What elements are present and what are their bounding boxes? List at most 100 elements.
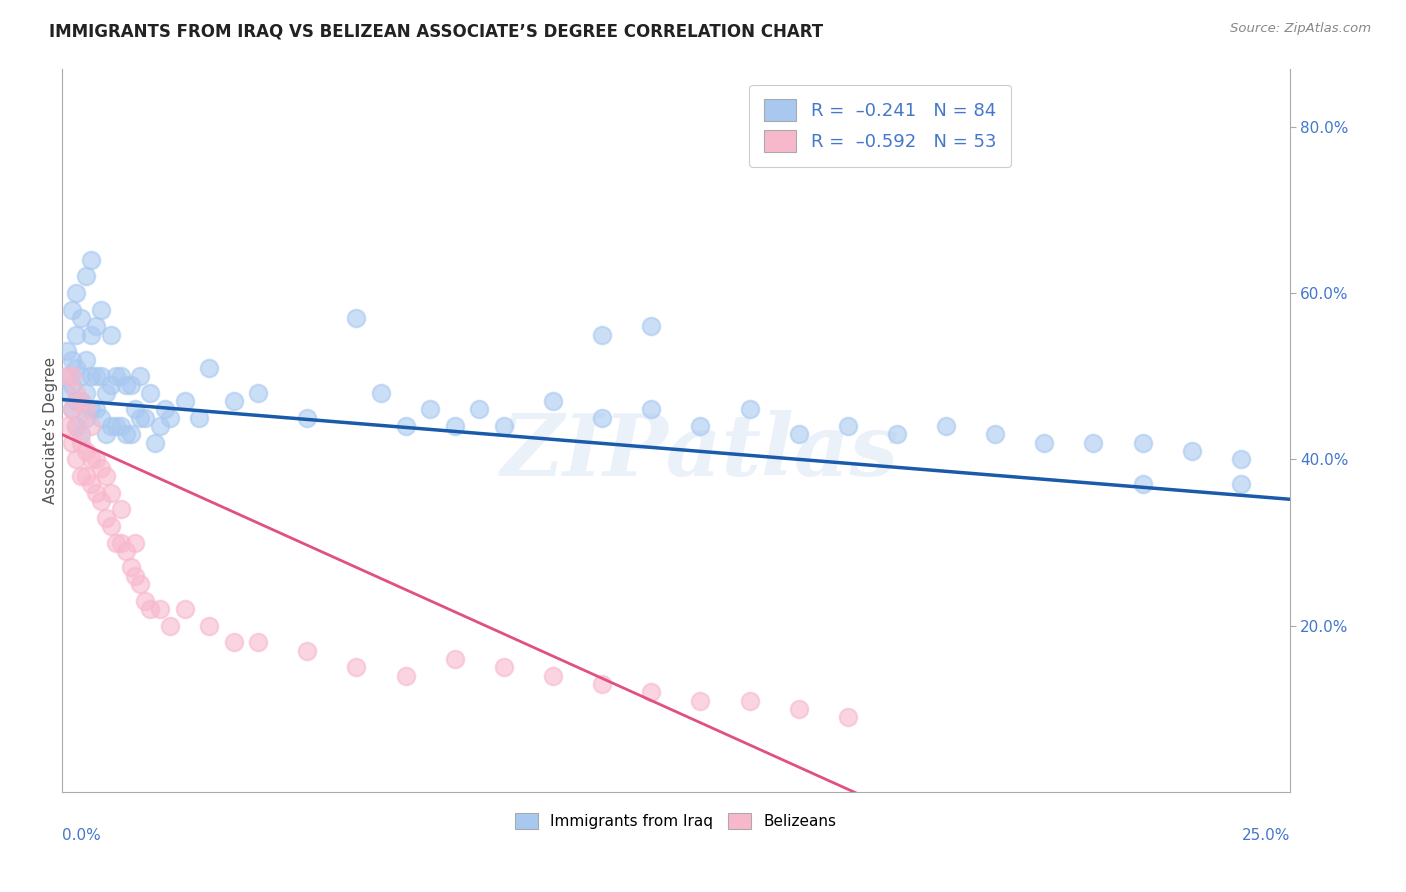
Point — [60, 402, 83, 417]
Point — [84, 485, 107, 500]
Point — [394, 668, 416, 682]
Point — [984, 427, 1007, 442]
Point — [75, 352, 97, 367]
Point — [55, 369, 77, 384]
Point — [419, 402, 441, 417]
Point — [80, 452, 103, 467]
Point — [94, 385, 117, 400]
Point — [129, 410, 152, 425]
Point — [468, 402, 491, 417]
Point — [94, 427, 117, 442]
Point — [1132, 435, 1154, 450]
Point — [346, 660, 368, 674]
Point — [65, 327, 87, 342]
Point — [70, 469, 93, 483]
Point — [75, 444, 97, 458]
Point — [159, 410, 181, 425]
Text: 25.0%: 25.0% — [1241, 828, 1289, 843]
Point — [110, 369, 132, 384]
Point — [60, 435, 83, 450]
Point — [120, 427, 142, 442]
Point — [110, 502, 132, 516]
Point — [84, 452, 107, 467]
Point — [65, 286, 87, 301]
Point — [120, 377, 142, 392]
Point — [837, 710, 859, 724]
Y-axis label: Associate’s Degree: Associate’s Degree — [44, 357, 58, 504]
Point — [60, 369, 83, 384]
Point — [70, 427, 93, 442]
Point — [90, 460, 112, 475]
Point — [90, 302, 112, 317]
Point — [75, 469, 97, 483]
Point — [640, 685, 662, 699]
Point — [738, 402, 761, 417]
Point — [159, 618, 181, 632]
Point — [129, 369, 152, 384]
Point — [591, 410, 613, 425]
Point — [247, 385, 270, 400]
Point — [80, 369, 103, 384]
Point — [837, 419, 859, 434]
Text: ZIPatlas: ZIPatlas — [502, 410, 900, 493]
Point — [75, 410, 97, 425]
Point — [80, 402, 103, 417]
Legend: Immigrants from Iraq, Belizeans: Immigrants from Iraq, Belizeans — [509, 806, 842, 835]
Point — [100, 485, 122, 500]
Point — [153, 402, 176, 417]
Point — [129, 577, 152, 591]
Point — [1132, 477, 1154, 491]
Point — [124, 535, 146, 549]
Point — [787, 702, 810, 716]
Point — [640, 402, 662, 417]
Point — [55, 419, 77, 434]
Point — [84, 319, 107, 334]
Point — [65, 419, 87, 434]
Point — [104, 419, 127, 434]
Point — [70, 394, 93, 409]
Point — [222, 394, 245, 409]
Point — [75, 402, 97, 417]
Point — [100, 419, 122, 434]
Text: IMMIGRANTS FROM IRAQ VS BELIZEAN ASSOCIATE’S DEGREE CORRELATION CHART: IMMIGRANTS FROM IRAQ VS BELIZEAN ASSOCIA… — [49, 22, 824, 40]
Point — [1083, 435, 1105, 450]
Point — [80, 327, 103, 342]
Point — [60, 352, 83, 367]
Point — [738, 693, 761, 707]
Point — [84, 402, 107, 417]
Point — [188, 410, 211, 425]
Point — [55, 369, 77, 384]
Point — [541, 394, 564, 409]
Point — [94, 469, 117, 483]
Point — [124, 568, 146, 582]
Point — [114, 427, 136, 442]
Point — [149, 602, 172, 616]
Point — [90, 494, 112, 508]
Point — [70, 369, 93, 384]
Point — [60, 302, 83, 317]
Point — [75, 385, 97, 400]
Point — [124, 402, 146, 417]
Point — [80, 477, 103, 491]
Point — [65, 360, 87, 375]
Point — [90, 369, 112, 384]
Point — [104, 535, 127, 549]
Point — [1229, 452, 1251, 467]
Point — [443, 419, 465, 434]
Point — [297, 643, 319, 657]
Point — [100, 519, 122, 533]
Text: Source: ZipAtlas.com: Source: ZipAtlas.com — [1230, 22, 1371, 36]
Point — [640, 319, 662, 334]
Point — [1181, 444, 1204, 458]
Point — [134, 410, 156, 425]
Point — [65, 394, 87, 409]
Point — [110, 419, 132, 434]
Point — [173, 602, 195, 616]
Point — [886, 427, 908, 442]
Point — [60, 377, 83, 392]
Point — [100, 327, 122, 342]
Point — [492, 419, 515, 434]
Point — [84, 369, 107, 384]
Point — [222, 635, 245, 649]
Point — [787, 427, 810, 442]
